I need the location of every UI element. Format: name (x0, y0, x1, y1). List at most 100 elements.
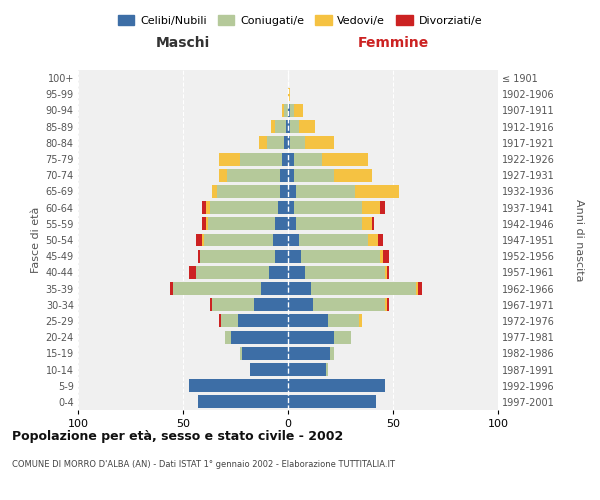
Bar (295, 169, 334, 181)
Bar (269, 266, 288, 279)
Bar (288, 152, 295, 166)
Bar (288, 298, 313, 311)
Bar (198, 396, 288, 408)
Bar (275, 250, 288, 262)
Bar (295, 104, 303, 117)
Bar (299, 234, 368, 246)
Bar (254, 298, 288, 311)
Bar (288, 379, 385, 392)
Bar (385, 266, 387, 279)
Text: COMUNE DI MORRO D'ALBA (AN) - Dati ISTAT 1° gennaio 2002 - Elaborazione TUTTITAL: COMUNE DI MORRO D'ALBA (AN) - Dati ISTAT… (12, 460, 395, 469)
Bar (387, 298, 389, 311)
Bar (379, 234, 383, 246)
Bar (284, 104, 288, 117)
Bar (250, 363, 288, 376)
Bar (295, 201, 361, 214)
Bar (359, 314, 362, 328)
Text: Maschi: Maschi (156, 36, 210, 50)
Bar (326, 363, 328, 376)
Bar (196, 266, 269, 279)
Bar (206, 201, 210, 214)
Bar (208, 218, 275, 230)
Bar (271, 120, 275, 133)
Bar (202, 201, 206, 214)
Bar (275, 120, 286, 133)
Bar (196, 234, 202, 246)
Bar (288, 234, 299, 246)
Bar (288, 218, 296, 230)
Bar (361, 201, 380, 214)
Bar (206, 218, 208, 230)
Bar (200, 250, 275, 262)
Bar (204, 234, 274, 246)
Bar (361, 218, 372, 230)
Bar (322, 152, 368, 166)
Bar (334, 330, 351, 344)
Bar (238, 314, 288, 328)
Bar (280, 169, 288, 181)
Bar (368, 234, 379, 246)
Bar (313, 298, 385, 311)
Bar (288, 250, 301, 262)
Bar (277, 201, 288, 214)
Bar (202, 234, 204, 246)
Bar (288, 363, 326, 376)
Y-axis label: Fasce di età: Fasce di età (31, 207, 41, 273)
Bar (380, 250, 383, 262)
Bar (288, 169, 295, 181)
Bar (372, 218, 374, 230)
Bar (212, 185, 217, 198)
Bar (240, 347, 242, 360)
Bar (267, 136, 284, 149)
Bar (274, 234, 288, 246)
Bar (288, 266, 305, 279)
Text: Popolazione per età, sesso e stato civile - 2002: Popolazione per età, sesso e stato civil… (12, 430, 343, 443)
Y-axis label: Anni di nascita: Anni di nascita (574, 198, 584, 281)
Bar (355, 185, 400, 198)
Bar (290, 136, 305, 149)
Bar (198, 250, 200, 262)
Bar (288, 396, 376, 408)
Bar (296, 218, 361, 230)
Bar (210, 201, 277, 214)
Bar (202, 218, 206, 230)
Bar (383, 250, 389, 262)
Bar (416, 282, 418, 295)
Bar (328, 314, 359, 328)
Bar (282, 152, 288, 166)
Bar (280, 185, 288, 198)
Bar (290, 120, 299, 133)
Bar (288, 282, 311, 295)
Bar (290, 104, 295, 117)
Bar (170, 282, 173, 295)
Bar (311, 282, 416, 295)
Bar (288, 120, 290, 133)
Bar (260, 282, 288, 295)
Bar (288, 88, 290, 101)
Bar (385, 298, 387, 311)
Bar (242, 347, 288, 360)
Bar (225, 330, 232, 344)
Bar (296, 185, 355, 198)
Bar (288, 104, 290, 117)
Bar (286, 120, 288, 133)
Bar (212, 298, 254, 311)
Text: Femmine: Femmine (358, 36, 428, 50)
Bar (218, 169, 227, 181)
Bar (295, 152, 322, 166)
Bar (387, 266, 389, 279)
Bar (380, 201, 385, 214)
Bar (210, 298, 212, 311)
Legend: Celibi/Nubili, Coniugati/e, Vedovi/e, Divorziati/e: Celibi/Nubili, Coniugati/e, Vedovi/e, Di… (113, 10, 487, 30)
Bar (259, 136, 267, 149)
Bar (218, 314, 221, 328)
Bar (227, 169, 280, 181)
Bar (217, 185, 280, 198)
Bar (301, 250, 380, 262)
Bar (418, 282, 422, 295)
Bar (275, 218, 288, 230)
Bar (288, 136, 290, 149)
Bar (334, 169, 372, 181)
Bar (232, 330, 288, 344)
Bar (299, 120, 316, 133)
